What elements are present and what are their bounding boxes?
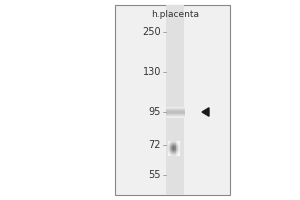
Text: 55: 55 xyxy=(148,170,161,180)
Text: h.placenta: h.placenta xyxy=(151,10,199,19)
Text: 250: 250 xyxy=(142,27,161,37)
Polygon shape xyxy=(202,108,209,116)
Text: 72: 72 xyxy=(148,140,161,150)
Text: 130: 130 xyxy=(142,67,161,77)
Bar xyxy=(115,5,230,195)
Bar xyxy=(166,5,184,195)
Text: 95: 95 xyxy=(148,107,161,117)
